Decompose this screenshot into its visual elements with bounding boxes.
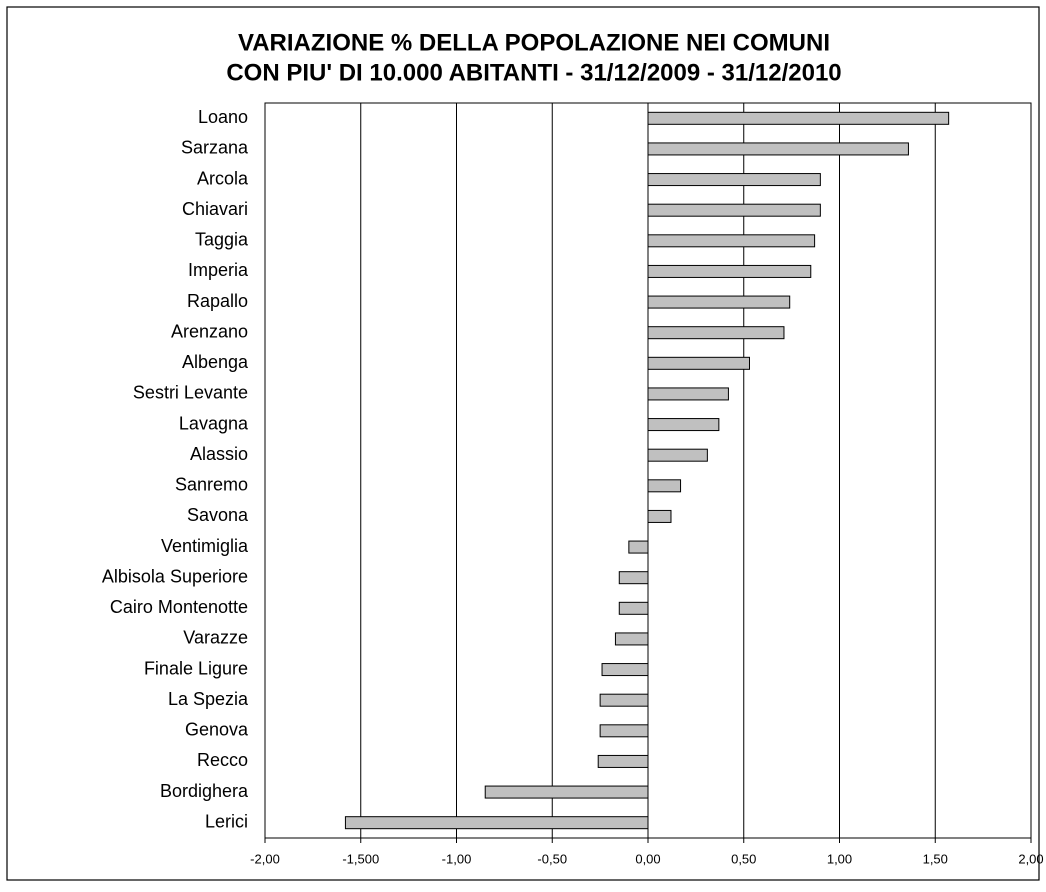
bar (647, 173, 821, 187)
y-tick-label: Arcola (197, 168, 249, 188)
x-tick-label: -1,00 (442, 851, 472, 866)
y-tick-label: Rapallo (187, 291, 248, 311)
y-tick-label: Alassio (190, 444, 248, 464)
bar (647, 448, 708, 462)
chart-title: VARIAZIONE % DELLA POPOLAZIONE NEI COMUN… (238, 29, 830, 56)
bar (618, 571, 649, 585)
bar (647, 142, 909, 156)
chart-title: CON PIU' DI 10.000 ABITANTI - 31/12/2009… (226, 59, 841, 86)
bar (647, 509, 672, 523)
y-tick-label: Chiavari (182, 199, 248, 219)
y-tick-label: Loano (198, 107, 248, 127)
y-tick-label: Albenga (182, 352, 249, 372)
x-tick-label: -0,50 (537, 851, 567, 866)
bar (647, 203, 821, 217)
bar (647, 234, 816, 248)
y-tick-label: Recco (197, 750, 248, 770)
y-tick-label: Savona (187, 505, 249, 525)
x-tick-label: 1,50 (923, 851, 948, 866)
y-tick-label: La Spezia (168, 689, 249, 709)
bar (618, 601, 649, 615)
y-tick-label: Genova (185, 720, 249, 740)
bar (647, 111, 950, 125)
bar (601, 663, 649, 677)
x-tick-label: 0,00 (635, 851, 660, 866)
bar (599, 693, 649, 707)
y-tick-label: Varazze (183, 628, 248, 648)
bar (647, 326, 785, 340)
bar (614, 632, 649, 646)
bar (647, 356, 750, 370)
bar (647, 295, 791, 309)
x-tick-label: 1,00 (827, 851, 852, 866)
bar (484, 785, 649, 799)
y-tick-label: Sanremo (175, 475, 248, 495)
y-tick-label: Taggia (195, 230, 249, 250)
x-tick-label: 2,00 (1018, 851, 1043, 866)
y-tick-label: Arenzano (171, 321, 248, 341)
bar (597, 754, 649, 768)
bar (628, 540, 649, 554)
bar (647, 418, 720, 432)
y-tick-label: Sestri Levante (133, 383, 248, 403)
y-tick-label: Lavagna (179, 413, 249, 433)
bar (647, 479, 682, 493)
bar (599, 724, 649, 738)
x-tick-label: -1,500 (342, 851, 379, 866)
bar (344, 816, 649, 830)
y-tick-label: Cairo Montenotte (110, 597, 248, 617)
x-tick-label: 0,50 (731, 851, 756, 866)
y-tick-label: Sarzana (181, 138, 249, 158)
y-tick-label: Albisola Superiore (102, 566, 248, 586)
y-tick-label: Imperia (188, 260, 249, 280)
y-tick-label: Lerici (205, 811, 248, 831)
x-tick-label: -2,00 (250, 851, 280, 866)
bar (647, 387, 729, 401)
y-tick-label: Finale Ligure (144, 658, 248, 678)
bar (647, 264, 812, 278)
y-tick-label: Ventimiglia (161, 536, 249, 556)
y-tick-label: Bordighera (160, 781, 249, 801)
